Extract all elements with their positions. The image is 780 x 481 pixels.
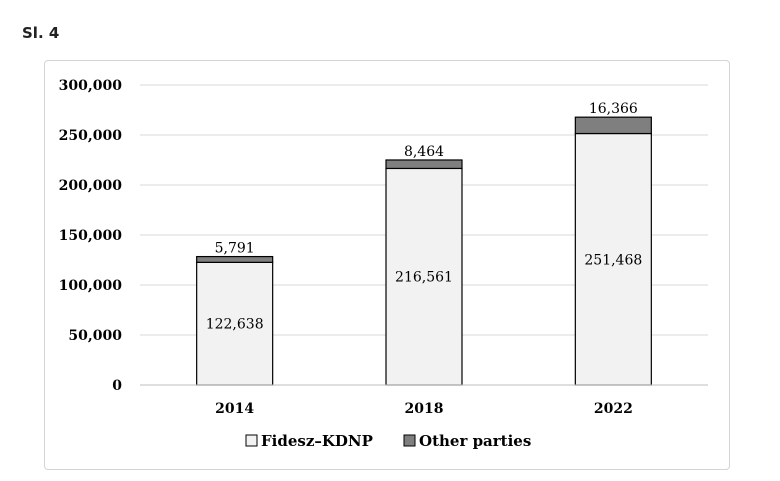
data-label-fidesz-kdnp-2018: 216,561 — [395, 270, 453, 286]
y-tick-label-3: 150,000 — [59, 228, 123, 244]
bar-other-parties-2014 — [196, 255, 274, 263]
y-tick-label-2: 100,000 — [59, 278, 123, 294]
legend-label-other-parties: Other parties — [419, 432, 531, 450]
legend-swatch-other-parties — [403, 434, 416, 447]
x-tick-label-2022: 2022 — [594, 401, 633, 417]
x-tick-label-2018: 2018 — [405, 401, 444, 417]
data-label-fidesz-kdnp-2022: 251,468 — [584, 252, 642, 268]
legend-swatch-fidesz-kdnp — [245, 434, 258, 447]
bar-other-parties-2018 — [385, 159, 463, 170]
bar-fidesz-kdnp-2014 — [196, 261, 274, 386]
x-tick-label-2014: 2014 — [215, 401, 254, 417]
y-tick-label-4: 200,000 — [59, 178, 123, 194]
y-tick-label-5: 250,000 — [59, 128, 123, 144]
data-label-other-parties-2018: 8,464 — [404, 144, 444, 160]
figure-label: Sl. 4 — [22, 24, 60, 42]
bar-fidesz-kdnp-2022 — [574, 132, 652, 386]
y-tick-label-6: 300,000 — [59, 78, 123, 94]
bar-other-parties-2022 — [574, 116, 652, 135]
bar-fidesz-kdnp-2018 — [385, 167, 463, 386]
y-tick-label-0: 0 — [112, 378, 122, 394]
data-label-other-parties-2022: 16,366 — [589, 101, 638, 117]
data-label-fidesz-kdnp-2014: 122,638 — [206, 317, 264, 333]
legend-label-fidesz-kdnp: Fidesz–KDNP — [261, 432, 373, 450]
data-label-other-parties-2014: 5,791 — [215, 241, 255, 257]
y-tick-label-1: 50,000 — [68, 328, 122, 344]
